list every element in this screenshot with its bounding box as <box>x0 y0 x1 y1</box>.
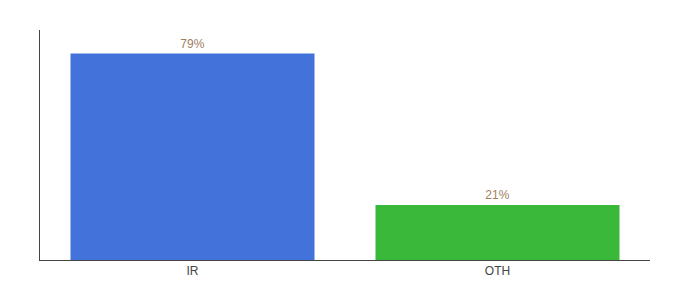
svg-text:79%: 79% <box>180 37 204 51</box>
svg-text:IR: IR <box>187 264 199 278</box>
svg-text:OTH: OTH <box>485 264 510 278</box>
svg-text:21%: 21% <box>485 188 509 202</box>
